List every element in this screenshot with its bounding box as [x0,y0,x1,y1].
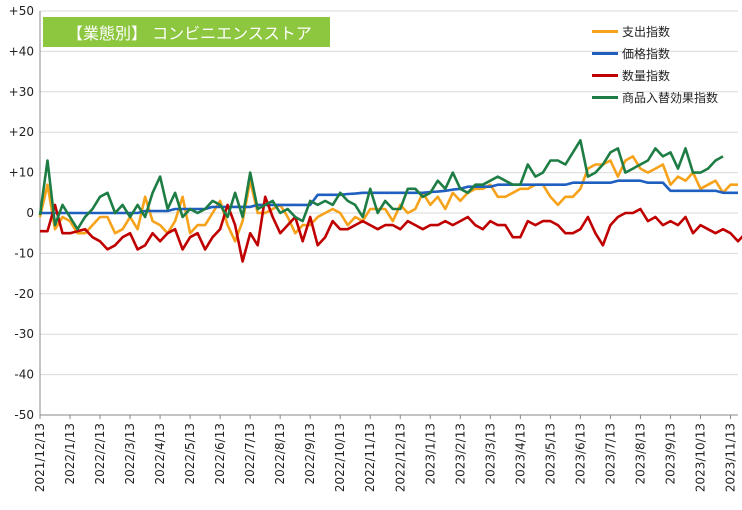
legend-swatch [592,95,618,99]
x-tick-label: 2022/4/13 [153,423,167,485]
x-tick-label: 2022/2/13 [93,423,107,485]
x-tick-label: 2023/1/13 [423,423,437,485]
legend-label: 支出指数 [622,24,671,39]
series-line [38,155,738,243]
x-tick-label: 2022/6/13 [213,423,227,485]
y-tick-label: +50 [9,4,34,18]
x-tick-label: 2023/5/13 [543,423,557,485]
legend-swatch [592,51,618,55]
legend-label: 商品入替効果指数 [622,90,719,105]
legend-item: 商品入替効果指数 [592,86,718,108]
x-tick-label: 2023/11/13 [723,423,737,492]
x-tick-label: 2022/7/13 [243,423,257,485]
series-lines [38,139,742,263]
y-tick-label: -50 [14,408,34,422]
y-tick-label: +10 [9,166,34,180]
x-tick-label: 2023/2/13 [453,423,467,485]
series-line [38,139,724,231]
y-tick-label: 0 [26,206,34,220]
x-tick-label: 2022/11/13 [363,423,377,492]
x-tick-label: 2022/1/13 [63,423,77,485]
y-tick-label: +40 [9,44,34,58]
legend-item: 数量指数 [592,64,718,86]
x-tick-label: 2022/8/13 [273,423,287,485]
series-line [40,179,738,215]
y-tick-label: -20 [14,287,34,301]
legend-swatch [592,73,618,77]
legend-item: 支出指数 [592,20,718,42]
y-tick-label: -30 [14,327,34,341]
x-tick-label: 2023/4/13 [513,423,527,485]
chart-title: 【業態別】 コンビニエンスストア [43,17,330,47]
y-tick-label: +30 [9,85,34,99]
x-tick-label: 2022/3/13 [123,423,137,485]
x-tick-label: 2023/7/13 [603,423,617,485]
legend-swatch [592,29,618,33]
x-tick-label: 2021/12/13 [33,423,47,492]
legend-item: 価格指数 [592,42,718,64]
x-tick-label: 2022/5/13 [183,423,197,485]
y-tick-label: +20 [9,125,34,139]
x-tick-label: 2022/12/13 [393,423,407,492]
y-tick-label: -40 [14,368,34,382]
legend: 支出指数価格指数数量指数商品入替効果指数 [592,20,718,108]
x-tick-label: 2023/10/13 [693,423,707,492]
legend-label: 価格指数 [622,46,671,61]
x-tick-label: 2023/6/13 [573,423,587,485]
series-line [40,195,742,263]
legend-label: 数量指数 [622,68,671,83]
x-tick-label: 2022/9/13 [303,423,317,485]
x-tick-labels: 2021/12/13 2022/1/13 2022/2/13 2022/3/13 202… [33,423,737,492]
x-tick-label: 2023/8/13 [633,423,647,485]
x-tick-label: 2023/3/13 [483,423,497,485]
x-tick-label: 2022/10/13 [333,423,347,492]
y-tick-label: -10 [14,246,34,260]
x-tick-label: 2023/9/13 [663,423,677,485]
y-tick-labels: +50 +40 +30 +20 +10 0 -10 -20 -30 -40 -50 [9,4,34,422]
